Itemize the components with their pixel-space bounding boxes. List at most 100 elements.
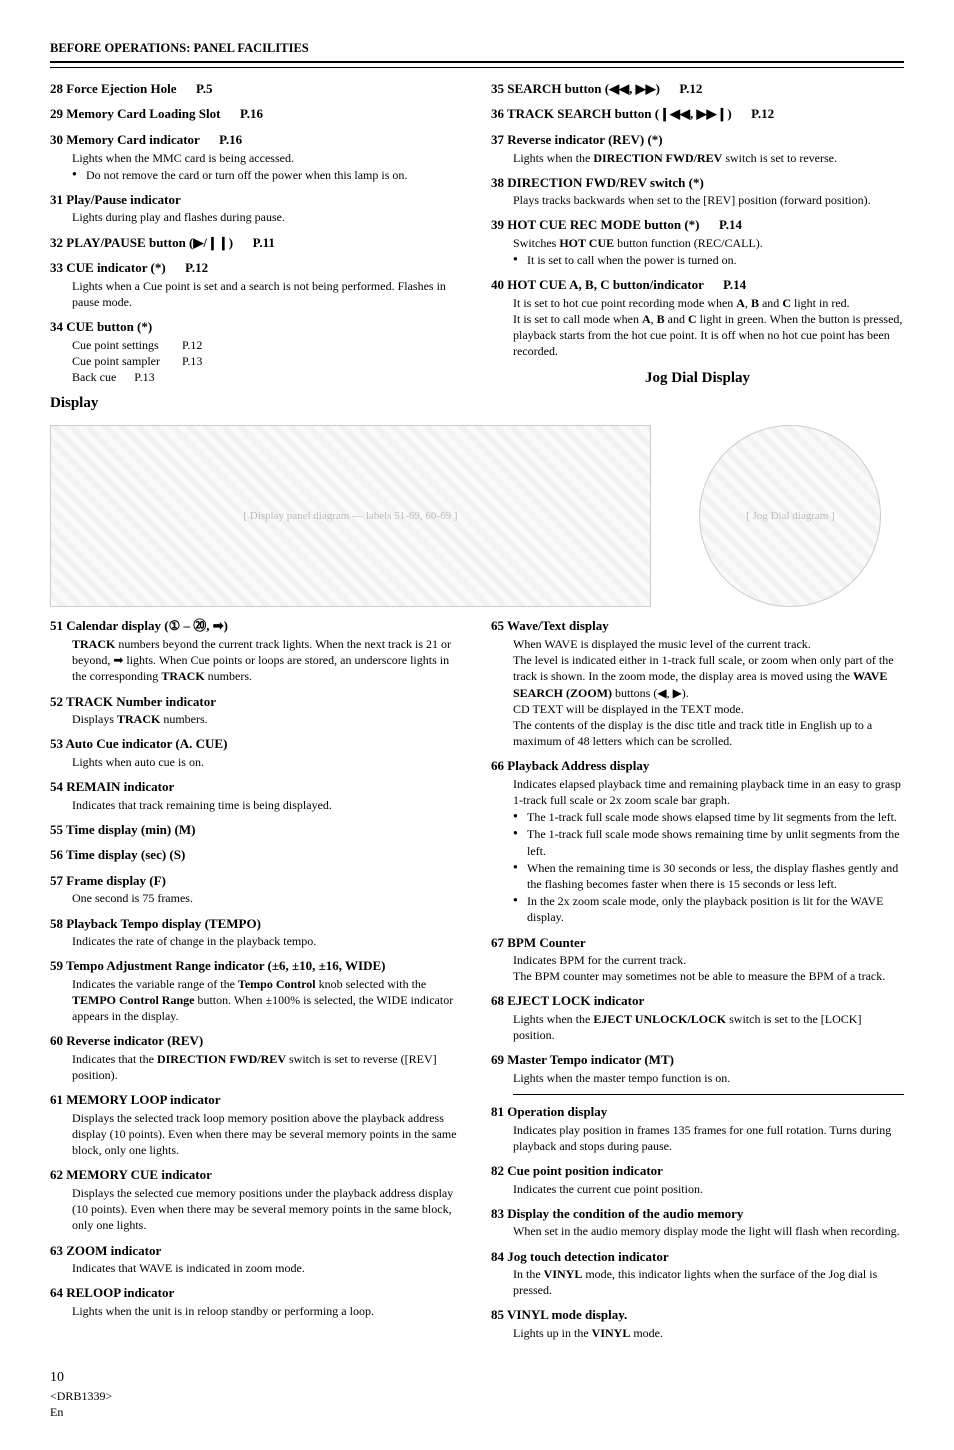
- right-column-top: 35 SEARCH button (◀◀, ▶▶) P.12 36 TRACK …: [491, 80, 904, 420]
- i51-b1b: numbers beyond the current track lights.…: [72, 637, 451, 683]
- item-62: 62 MEMORY CUE indicator Displays the sel…: [50, 1166, 463, 1233]
- item-66-body: Indicates elapsed playback time and rema…: [513, 776, 904, 926]
- item-60-title: 60 Reverse indicator (REV): [50, 1032, 463, 1050]
- i52-b1c: numbers.: [160, 712, 207, 726]
- item-61: 61 MEMORY LOOP indicator Displays the se…: [50, 1091, 463, 1158]
- item-65-body: When WAVE is displayed the music level o…: [513, 636, 904, 749]
- item-63-body: Indicates that WAVE is indicated in zoom…: [72, 1260, 463, 1276]
- item-68-body: Lights when the EJECT UNLOCK/LOCK switch…: [513, 1011, 904, 1043]
- i39-b2: It is set to call when the power is turn…: [513, 252, 904, 268]
- item-29-title: 29 Memory Card Loading Slot P.16: [50, 105, 463, 123]
- i59-b1d: TEMPO Control Range: [72, 993, 194, 1007]
- item-59-body: Indicates the variable range of the Temp…: [72, 976, 463, 1025]
- i40-b1b: A: [736, 296, 745, 310]
- item-67: 67 BPM Counter Indicates BPM for the cur…: [491, 934, 904, 985]
- i84-b1a: In the: [513, 1267, 544, 1281]
- item-66-title: 66 Playback Address display: [491, 757, 904, 775]
- item-37-title: 37 Reverse indicator (REV) (*): [491, 131, 904, 149]
- i37-b1c: switch is set to reverse.: [722, 151, 837, 165]
- item-83: 83 Display the condition of the audio me…: [491, 1205, 904, 1240]
- item-84-body: In the VINYL mode, this indicator lights…: [513, 1266, 904, 1298]
- item-39-body: Switches HOT CUE button function (REC/CA…: [513, 235, 904, 268]
- display-heading: Display: [50, 393, 463, 413]
- item-54-body: Indicates that track remaining time is b…: [72, 797, 463, 813]
- i59-b1c: knob selected with the: [316, 977, 427, 991]
- item-58-body: Indicates the rate of change in the play…: [72, 933, 463, 949]
- item-83-body: When set in the audio memory display mod…: [513, 1223, 904, 1239]
- item-64: 64 RELOOP indicator Lights when the unit…: [50, 1284, 463, 1319]
- item-81: 81 Operation display Indicates play posi…: [491, 1103, 904, 1154]
- i66-l2: The 1-track full scale mode shows remain…: [513, 826, 904, 858]
- item-81-title: 81 Operation display: [491, 1103, 904, 1121]
- item-32: 32 PLAY/PAUSE button (▶/❙❙) P.11: [50, 234, 463, 252]
- item-85: 85 VINYL mode display. Lights up in the …: [491, 1306, 904, 1341]
- item-28-title: 28 Force Ejection Hole P.5: [50, 80, 463, 98]
- i60-b1a: Indicates that the: [72, 1052, 157, 1066]
- item-69: 69 Master Tempo indicator (MT) Lights wh…: [491, 1051, 904, 1086]
- item-65-title: 65 Wave/Text display: [491, 617, 904, 635]
- item-30-title: 30 Memory Card indicator P.16: [50, 131, 463, 149]
- i66-b1: Indicates elapsed playback time and rema…: [513, 776, 904, 808]
- diagram-row: [ Display panel diagram — labels 51-69, …: [50, 419, 904, 617]
- i39-b1c: button function (REC/CALL).: [614, 236, 763, 250]
- item-58-title: 58 Playback Tempo display (TEMPO): [50, 915, 463, 933]
- item-36-title: 36 TRACK SEARCH button (❙◀◀, ▶▶❙) P.12: [491, 105, 904, 123]
- i67-b2: The BPM counter may sometimes not be abl…: [513, 968, 904, 984]
- item-69-title: 69 Master Tempo indicator (MT): [491, 1051, 904, 1069]
- jog-heading: Jog Dial Display: [491, 368, 904, 388]
- item-83-title: 83 Display the condition of the audio me…: [491, 1205, 904, 1223]
- item-82-title: 82 Cue point position indicator: [491, 1162, 904, 1180]
- item-63-title: 63 ZOOM indicator: [50, 1242, 463, 1260]
- item-64-body: Lights when the unit is in reloop standb…: [72, 1303, 463, 1319]
- jog-diagram: [ Jog Dial diagram ]: [699, 425, 881, 607]
- item-33: 33 CUE indicator (*) P.12 Lights when a …: [50, 259, 463, 310]
- i67-b1: Indicates BPM for the current track.: [513, 952, 904, 968]
- jog-diagram-wrap: [ Jog Dial diagram ]: [677, 419, 904, 617]
- i40-b2a: It is set to call mode when: [513, 312, 642, 326]
- right-column-bottom: 65 Wave/Text display When WAVE is displa…: [491, 617, 904, 1349]
- item-39: 39 HOT CUE REC MODE button (*) P.14 Swit…: [491, 216, 904, 268]
- item-57-title: 57 Frame display (F): [50, 872, 463, 890]
- page-footer: 10 <DRB1339> En: [50, 1369, 904, 1420]
- item-66: 66 Playback Address display Indicates el…: [491, 757, 904, 925]
- i39-b1a: Switches: [513, 236, 559, 250]
- i65-b2a: The level is indicated either in 1-track…: [513, 653, 894, 683]
- item-84-title: 84 Jog touch detection indicator: [491, 1248, 904, 1266]
- left-column-top: 28 Force Ejection Hole P.5 29 Memory Car…: [50, 80, 463, 420]
- item-31: 31 Play/Pause indicator Lights during pl…: [50, 191, 463, 226]
- item-54: 54 REMAIN indicator Indicates that track…: [50, 778, 463, 813]
- item-55: 55 Time display (min) (M): [50, 821, 463, 839]
- item-60: 60 Reverse indicator (REV) Indicates tha…: [50, 1032, 463, 1083]
- item-30-line1: Lights when the MMC card is being access…: [72, 151, 294, 165]
- item-59: 59 Tempo Adjustment Range indicator (±6,…: [50, 957, 463, 1024]
- cue-r1b: P.12: [182, 338, 202, 352]
- item-53-title: 53 Auto Cue indicator (A. CUE): [50, 735, 463, 753]
- item-33-body: Lights when a Cue point is set and a sea…: [72, 278, 463, 310]
- i66-l3: When the remaining time is 30 seconds or…: [513, 860, 904, 892]
- item-63: 63 ZOOM indicator Indicates that WAVE is…: [50, 1242, 463, 1277]
- header-rule: [50, 61, 904, 68]
- i65-b2c: buttons (◀, ▶).: [612, 686, 689, 700]
- item-64-title: 64 RELOOP indicator: [50, 1284, 463, 1302]
- item-84: 84 Jog touch detection indicator In the …: [491, 1248, 904, 1299]
- item-51-title: 51 Calendar display (① – ⑳, ➡): [50, 617, 463, 635]
- i40-b1a: It is set to hot cue point recording mod…: [513, 296, 736, 310]
- i40-b2d: B: [657, 312, 665, 326]
- item-40-title: 40 HOT CUE A, B, C button/indicator P.14: [491, 276, 904, 294]
- i40-b1e: and: [759, 296, 782, 310]
- item-68-title: 68 EJECT LOCK indicator: [491, 992, 904, 1010]
- i52-b1a: Displays: [72, 712, 117, 726]
- item-39-title: 39 HOT CUE REC MODE button (*) P.14: [491, 216, 904, 234]
- item-37-body: Lights when the DIRECTION FWD/REV switch…: [513, 150, 904, 166]
- i65-b3: CD TEXT will be displayed in the TEXT mo…: [513, 701, 904, 717]
- i60-b1b: DIRECTION FWD/REV: [157, 1052, 286, 1066]
- item-31-title: 31 Play/Pause indicator: [50, 191, 463, 209]
- i59-b1a: Indicates the variable range of the: [72, 977, 238, 991]
- i65-b1: When WAVE is displayed the music level o…: [513, 636, 904, 652]
- item-62-title: 62 MEMORY CUE indicator: [50, 1166, 463, 1184]
- item-38-body: Plays tracks backwards when set to the […: [513, 192, 904, 208]
- cue-r2a: Cue point sampler: [72, 353, 182, 369]
- item-61-title: 61 MEMORY LOOP indicator: [50, 1091, 463, 1109]
- divider-69-81: [513, 1094, 904, 1095]
- item-82-body: Indicates the current cue point position…: [513, 1181, 904, 1197]
